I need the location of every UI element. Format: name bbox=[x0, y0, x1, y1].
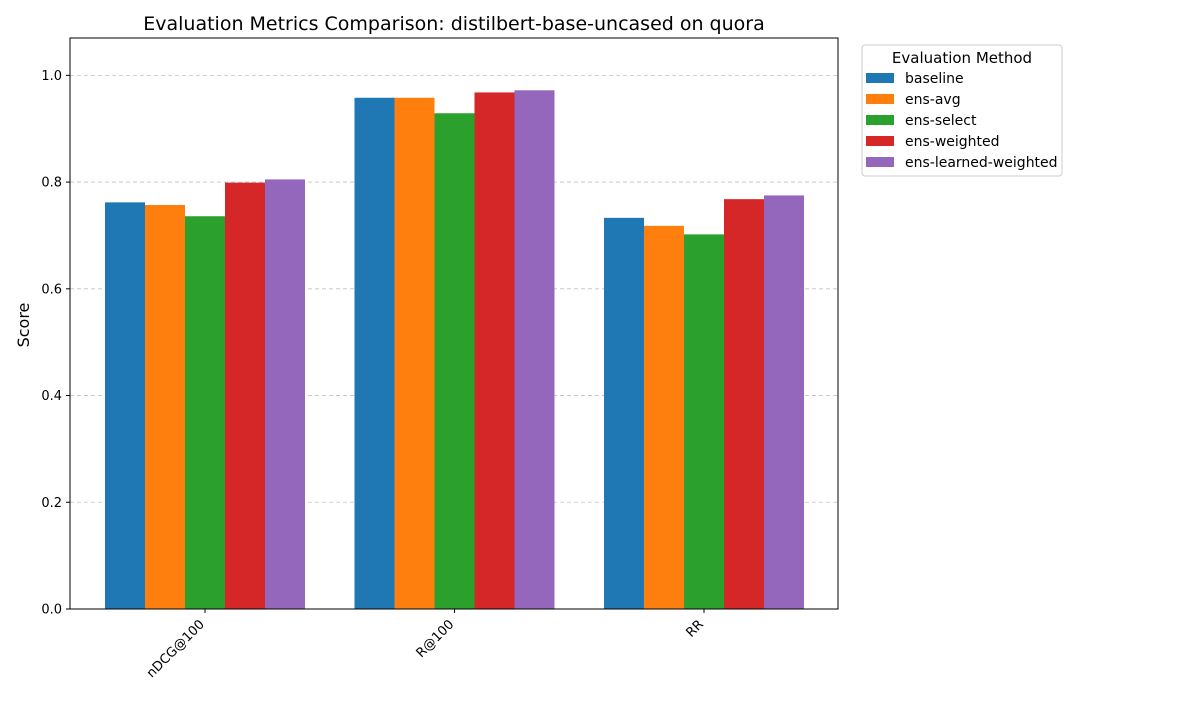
x-tick-label: RR bbox=[683, 617, 706, 640]
bar-ens-avg-R@100 bbox=[394, 97, 435, 610]
y-tick-label: 0.4 bbox=[41, 389, 62, 404]
legend-swatch-ens-weighted bbox=[866, 136, 894, 146]
y-axis-label: Score bbox=[14, 303, 33, 348]
bar-ens-avg-nDCG@100 bbox=[145, 205, 185, 610]
legend-swatch-ens-avg bbox=[866, 94, 894, 104]
legend-swatch-baseline bbox=[866, 73, 894, 83]
legend-swatch-ens-select bbox=[866, 115, 894, 125]
legend-title: Evaluation Method bbox=[892, 49, 1032, 67]
x-tick-label: nDCG@100 bbox=[144, 617, 208, 681]
bar-baseline-nDCG@100 bbox=[105, 202, 145, 609]
bar-ens-weighted-RR bbox=[724, 199, 764, 609]
legend-label-ens-select: ens-select bbox=[905, 113, 977, 129]
legend: Evaluation Method baseline ens-avg ens-sel… bbox=[861, 44, 1063, 177]
bars-layer bbox=[105, 90, 804, 610]
legend-items: baseline ens-avg ens-select ens-weighted ens… bbox=[866, 71, 1058, 171]
bar-ens-select-RR bbox=[684, 234, 724, 610]
bar-ens-avg-RR bbox=[644, 225, 684, 609]
y-tick-label: 0.6 bbox=[41, 282, 62, 297]
bar-baseline-RR bbox=[604, 217, 644, 609]
bar-ens-select-nDCG@100 bbox=[185, 216, 225, 610]
bar-ens-learned-weighted-nDCG@100 bbox=[265, 179, 305, 609]
bar-ens-learned-weighted-R@100 bbox=[514, 90, 555, 610]
bar-ens-weighted-R@100 bbox=[474, 92, 515, 610]
legend-label-ens-avg: ens-avg bbox=[905, 92, 961, 108]
legend-label-ens-learned-weighted: ens-learned-weighted bbox=[905, 155, 1058, 171]
legend-label-baseline: baseline bbox=[905, 71, 964, 87]
y-tick-label: 0.2 bbox=[41, 496, 62, 511]
legend-label-ens-weighted: ens-weighted bbox=[905, 134, 1000, 150]
legend-swatch-ens-learned-weighted bbox=[866, 157, 894, 167]
x-tick-label: R@100 bbox=[414, 617, 458, 661]
y-axis-ticks: 0.0 0.2 0.4 0.6 0.8 1.0 bbox=[41, 69, 70, 618]
bar-baseline-R@100 bbox=[354, 97, 395, 610]
legend-box bbox=[861, 44, 1063, 177]
chart-title: Evaluation Metrics Comparison: distilber… bbox=[143, 13, 765, 35]
x-axis-ticks: nDCG@100 R@100 RR bbox=[144, 609, 707, 681]
y-tick-label: 0.0 bbox=[41, 603, 62, 618]
bar-ens-learned-weighted-RR bbox=[764, 195, 804, 609]
y-tick-label: 0.8 bbox=[41, 176, 62, 191]
bar-ens-select-R@100 bbox=[434, 113, 475, 609]
bar-ens-weighted-nDCG@100 bbox=[225, 182, 265, 610]
y-tick-label: 1.0 bbox=[41, 69, 62, 84]
